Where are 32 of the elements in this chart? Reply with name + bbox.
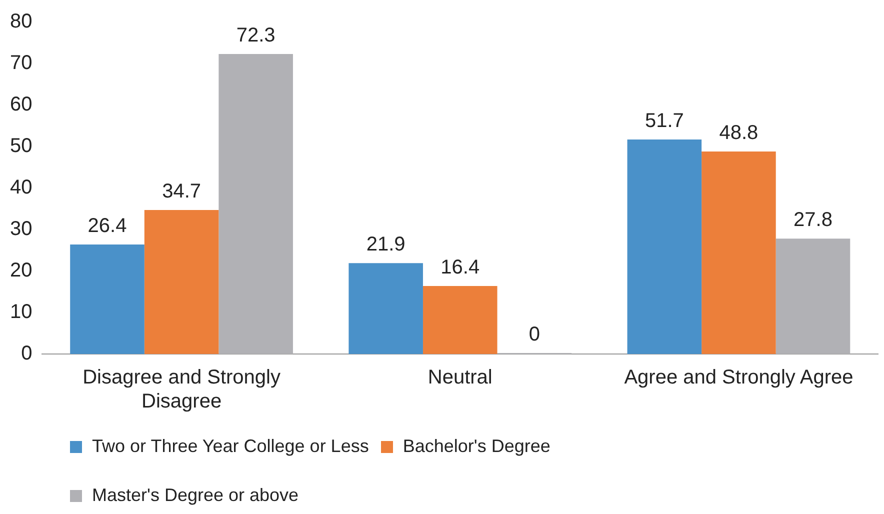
- y-tick-label: 20: [10, 260, 32, 282]
- bar: [627, 139, 702, 354]
- bar: [702, 151, 776, 354]
- data-label: 16.4: [440, 256, 480, 278]
- data-label: 21.9: [366, 234, 406, 256]
- y-tick-label: 60: [10, 94, 32, 116]
- data-label: 51.7: [644, 110, 684, 132]
- data-label: 26.4: [88, 214, 127, 237]
- data-label: 34.7: [162, 180, 202, 203]
- data-label: 0: [528, 324, 540, 346]
- data-label: 72.3: [236, 24, 276, 46]
- legend-label: Master's Degree or above: [92, 485, 299, 506]
- legend-label: Bachelor's Degree: [402, 436, 550, 457]
- y-tick-label: 50: [10, 135, 32, 158]
- data-label: 48.8: [719, 122, 758, 144]
- legend-label: Two or Three Year College or Less: [92, 436, 369, 457]
- x-tick-label: Disagree and Strongly Disagree: [82, 366, 280, 413]
- y-tick-label: 70: [10, 52, 32, 74]
- y-tick-label: 30: [10, 218, 32, 240]
- y-tick-label: 80: [10, 10, 32, 33]
- bar: [348, 263, 423, 354]
- y-tick-label: 0: [21, 342, 32, 365]
- bar: [218, 54, 293, 354]
- x-tick-label: Neutral: [428, 366, 492, 389]
- x-tick-label: Agree and Strongly Agree: [624, 366, 854, 389]
- y-tick-label: 40: [10, 176, 32, 199]
- bar: [776, 238, 850, 354]
- data-label: 27.8: [794, 209, 832, 232]
- y-tick-label: 10: [10, 301, 32, 324]
- bar: [144, 210, 219, 354]
- bar: [70, 244, 144, 354]
- bar: [422, 286, 498, 354]
